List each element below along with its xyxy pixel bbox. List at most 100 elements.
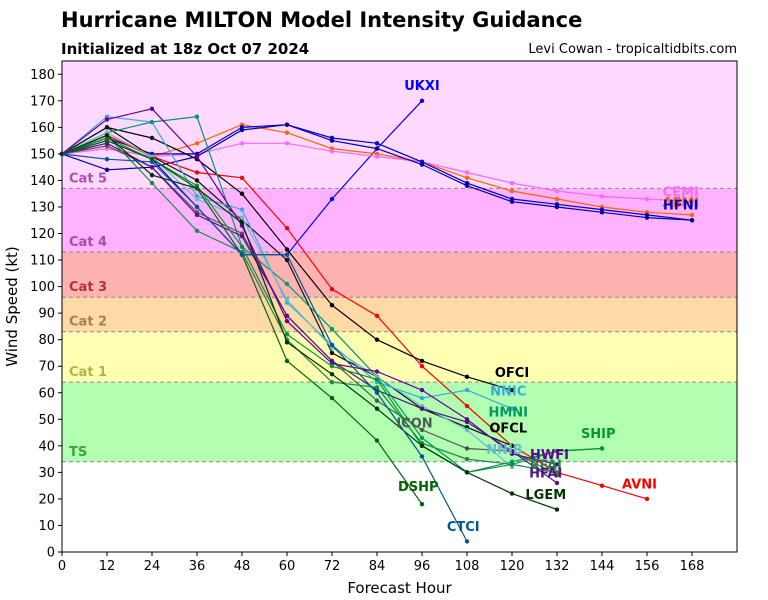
y-tick-label: 0 <box>47 546 55 561</box>
data-point-hwfi <box>419 387 425 393</box>
data-point-avni <box>464 403 470 409</box>
data-point-dshp <box>374 438 380 443</box>
data-point-lgem <box>284 340 290 345</box>
data-point-ctci <box>464 539 470 544</box>
data-point-avni <box>419 364 425 369</box>
data-point-avni <box>239 175 245 180</box>
model-label-nnib: NNIB <box>486 443 523 458</box>
data-point-ofcl <box>509 443 515 449</box>
y-tick-label: 110 <box>30 254 55 269</box>
data-point-cemi <box>464 170 470 175</box>
model-label-ukxi: UKXI <box>404 79 440 94</box>
data-point-hfsb <box>374 141 380 146</box>
y-tick-label: 100 <box>30 280 55 295</box>
category-band-cat-3 <box>62 252 737 298</box>
data-point-icon <box>419 427 425 433</box>
plot-frame <box>61 60 738 553</box>
data-point-rfai <box>149 180 155 186</box>
series-line-rfai <box>61 134 558 473</box>
data-point-ship <box>239 244 245 249</box>
category-label-cat-4: Cat 4 <box>69 235 107 250</box>
data-point-hfai <box>239 233 245 239</box>
data-point-cemi <box>554 188 560 194</box>
series-line-lgem <box>61 134 558 511</box>
data-point-lgem <box>374 406 380 411</box>
model-label-aemi: AEMI <box>662 196 699 211</box>
series-line-hfai <box>61 142 558 484</box>
data-point-ofcl <box>104 125 110 130</box>
data-point-avni <box>374 313 380 318</box>
x-tick-label: 108 <box>455 559 480 574</box>
data-point-cemi <box>509 180 515 186</box>
data-point-ctci <box>419 454 425 459</box>
data-point-ctci <box>194 204 200 210</box>
data-point-ship <box>599 446 605 451</box>
model-label-rfai: RFAI <box>530 459 562 474</box>
series-ctci <box>59 151 470 544</box>
category-label-ts: TS <box>69 445 87 460</box>
model-label-hfni: HFNI <box>663 199 698 214</box>
model-label-ship: SHIP <box>581 427 616 442</box>
data-point-ctcx <box>284 122 290 127</box>
data-point-ctcx <box>329 138 335 143</box>
model-label-ofcl: OFCL <box>489 422 527 437</box>
x-tick-label: 36 <box>189 559 206 574</box>
model-label-hwfi: HWFI <box>530 448 569 463</box>
data-point-rfai <box>554 470 560 475</box>
data-point-avni <box>599 483 605 488</box>
data-point-cemi <box>689 199 695 204</box>
data-point-ofci <box>509 387 515 393</box>
category-label-cat-1: Cat 1 <box>69 365 107 380</box>
data-point-hwfi <box>149 106 155 111</box>
y-tick-label: 140 <box>30 174 55 189</box>
model-label-avni: AVNI <box>622 477 657 492</box>
series-line-avni <box>61 134 648 500</box>
data-point-ofcl <box>194 178 200 183</box>
data-point-ofci <box>149 135 155 141</box>
x-tick-label: 156 <box>635 559 660 574</box>
data-point-hcca <box>509 188 515 194</box>
category-label-cat-5: Cat 5 <box>69 171 107 186</box>
data-point-dshp <box>194 186 200 191</box>
data-point-dshp <box>284 358 290 364</box>
data-point-hfai <box>464 419 470 425</box>
data-point-hwfi <box>554 462 560 467</box>
y-tick-label: 70 <box>38 360 55 375</box>
data-point-lgem <box>509 491 515 496</box>
model-label-nnic: NNIC <box>490 384 526 399</box>
y-tick-label: 30 <box>38 466 55 481</box>
data-point-cemi <box>644 196 650 202</box>
y-tick-label: 170 <box>30 94 55 109</box>
data-point-ctcx <box>599 210 605 215</box>
data-point-ctcx <box>239 127 245 133</box>
category-band-cat-2 <box>62 297 737 332</box>
data-point-ukxi <box>419 98 425 104</box>
data-point-lgem <box>239 220 245 226</box>
data-point-dshp <box>104 138 110 143</box>
data-point-hcca <box>689 212 695 218</box>
category-label-cat-3: Cat 3 <box>69 280 107 295</box>
x-tick-label: 120 <box>500 559 525 574</box>
data-point-nnib <box>464 427 470 433</box>
data-point-cemi <box>599 194 605 199</box>
x-tick-label: 0 <box>58 559 66 574</box>
data-point-hmni <box>194 114 200 119</box>
data-point-hfai <box>419 406 425 411</box>
y-axis-label: Wind Speed (kt) <box>3 246 21 367</box>
x-tick-label: 60 <box>279 559 296 574</box>
x-tick-label: 72 <box>324 559 341 574</box>
data-point-hcca <box>284 130 290 135</box>
data-point-ctci <box>149 159 155 165</box>
y-tick-label: 10 <box>38 519 55 534</box>
category-band-cat-4 <box>62 188 737 253</box>
data-point-nnic <box>509 406 515 411</box>
data-point-ctci <box>239 252 245 257</box>
model-label-hfai: HFAI <box>529 467 562 482</box>
data-point-avni <box>284 226 290 231</box>
data-point-avni <box>644 496 650 502</box>
y-tick-label: 50 <box>38 413 55 428</box>
data-point-nnic <box>464 387 470 393</box>
y-tick-label: 120 <box>30 227 55 242</box>
data-point-dshp <box>329 395 335 401</box>
